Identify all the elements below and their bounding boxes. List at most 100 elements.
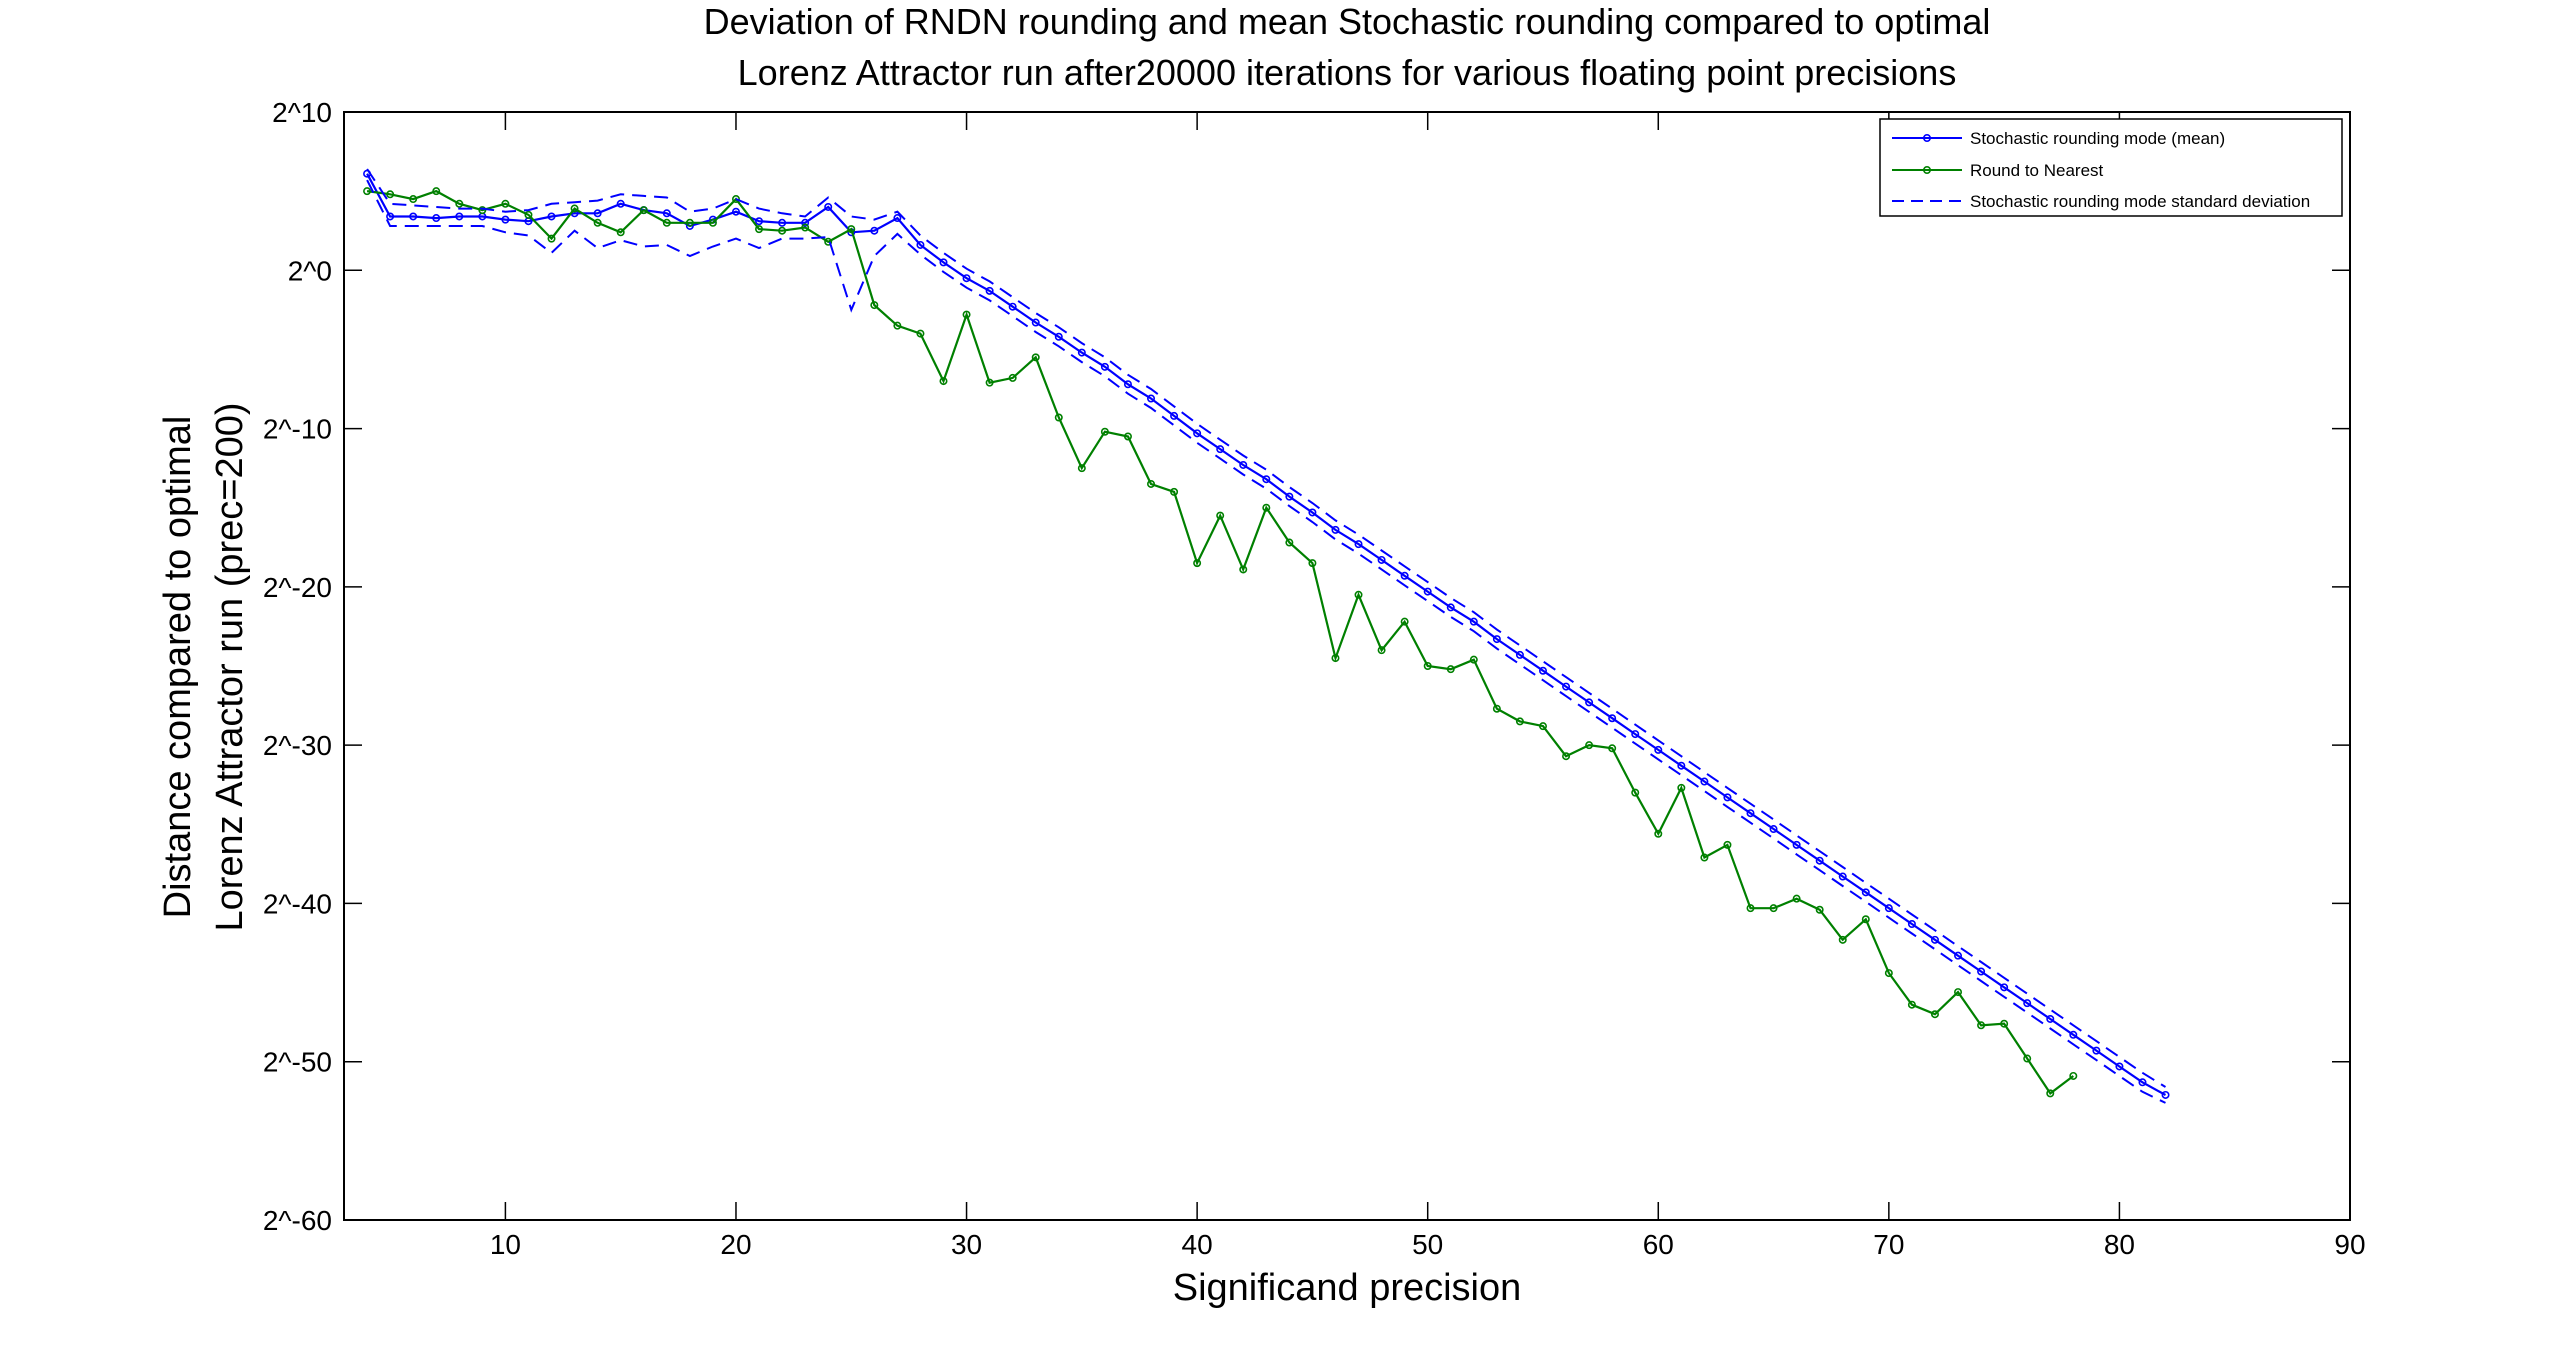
series-round-to-nearest-point xyxy=(1769,904,1778,913)
series-stochastic-mean-point xyxy=(1884,904,1893,913)
series-round-to-nearest-point xyxy=(1654,829,1663,838)
series-stochastic-mean-point xyxy=(824,202,833,211)
series-round-to-nearest-point xyxy=(824,237,833,246)
series-round-to-nearest-point xyxy=(1562,752,1571,761)
series-round-to-nearest-point xyxy=(662,218,671,227)
y-tick-label: 2^-50 xyxy=(263,1047,332,1078)
series-stochastic-mean-point xyxy=(1861,888,1870,897)
series-round-to-nearest-point xyxy=(801,223,810,232)
series-stochastic-mean-point xyxy=(2023,999,2032,1008)
series-stochastic-mean-point xyxy=(1031,318,1040,327)
series-round-to-nearest-point xyxy=(616,228,625,237)
series-stochastic-mean-point xyxy=(1608,714,1617,723)
series-stochastic-mean-point xyxy=(1400,571,1409,580)
chart-title-line-2: Lorenz Attractor run after20000 iteratio… xyxy=(738,52,1957,93)
series-round-to-nearest-point xyxy=(1193,559,1202,568)
series-round-to-nearest-point xyxy=(1285,538,1294,547)
series-stochastic-mean-point xyxy=(501,215,510,224)
series-stochastic-mean-point xyxy=(962,274,971,283)
x-tick-label: 50 xyxy=(1412,1229,1443,1260)
series-round-to-nearest-point xyxy=(1492,704,1501,713)
series-stochastic-mean-line xyxy=(366,173,2167,1096)
series-round-to-nearest-point xyxy=(870,301,879,310)
series-stochastic-mean-point xyxy=(1538,666,1547,675)
legend-marker xyxy=(1923,166,1932,175)
series-round-to-nearest-point xyxy=(1585,741,1594,750)
series-stochastic-mean-point xyxy=(662,209,671,218)
series-round-to-nearest-point xyxy=(363,187,372,196)
series-round-to-nearest-point xyxy=(1008,373,1017,382)
series-stochastic-mean-point xyxy=(1123,380,1132,389)
series-stochastic-mean-point xyxy=(1954,951,1963,960)
series-stochastic-mean-point xyxy=(1054,332,1063,341)
plot-area xyxy=(343,111,2351,1221)
series-round-to-nearest-point xyxy=(1677,783,1686,792)
series-stochastic-mean-point xyxy=(1147,394,1156,403)
series-round-to-nearest-point xyxy=(432,187,441,196)
series-stochastic-mean-point xyxy=(2115,1062,2124,1071)
series-stochastic-mean-point xyxy=(893,214,902,223)
series-stochastic-mean-point xyxy=(1193,429,1202,438)
series-round-to-nearest-point xyxy=(755,225,764,234)
legend-entry: Stochastic rounding mode (mean) xyxy=(1970,129,2225,148)
legend-box xyxy=(1879,118,2343,217)
series-stochastic-mean-point xyxy=(1423,587,1432,596)
series-stochastic-mean-point xyxy=(1377,555,1386,564)
series-round-to-nearest-point xyxy=(1147,479,1156,488)
series-round-to-nearest-point xyxy=(962,310,971,319)
series-round-to-nearest-point xyxy=(1216,511,1225,520)
series-stochastic-mean-point xyxy=(1100,362,1109,371)
series-stochastic-mean-point xyxy=(731,207,740,216)
series-round-to-nearest-point xyxy=(1746,904,1755,913)
series-round-to-nearest-point xyxy=(1446,665,1455,674)
series-stochastic-mean-point xyxy=(1746,809,1755,818)
series-stochastic-mean-point xyxy=(432,214,441,223)
x-tick-label: 20 xyxy=(720,1229,751,1260)
series-round-to-nearest-point xyxy=(409,195,418,204)
series-round-to-nearest-point xyxy=(939,377,948,386)
series-stochastic-mean-point xyxy=(1285,492,1294,501)
series-stochastic-mean-point xyxy=(2000,983,2009,992)
y-tick-label: 2^-20 xyxy=(263,572,332,603)
series-round-to-nearest-point xyxy=(1838,935,1847,944)
series-stochastic-mean-point xyxy=(1008,302,1017,311)
series-round-to-nearest-point xyxy=(1354,590,1363,599)
series-stochastic-mean-point xyxy=(2161,1090,2170,1099)
series-round-to-nearest-point xyxy=(570,204,579,213)
series-stochastic-mean-point xyxy=(1446,603,1455,612)
y-axis: 2^10 2^0 2^-10 2^-20 2^-30 2^-40 2^-50 2^-60 xyxy=(263,97,2350,1236)
series-stochastic-mean-point xyxy=(939,258,948,267)
x-tick-label: 30 xyxy=(951,1229,982,1260)
series-round-to-nearest-point xyxy=(1054,413,1063,422)
series-round-to-nearest-point xyxy=(708,218,717,227)
series-round-to-nearest-point xyxy=(547,234,556,243)
series-stochastic-mean-point xyxy=(2138,1078,2147,1087)
series-stochastic-mean-point xyxy=(985,286,994,295)
series-stochastic-mean-point xyxy=(593,209,602,218)
y-tick-label: 2^-30 xyxy=(263,730,332,761)
series-stochastic-mean-point xyxy=(1838,872,1847,881)
x-axis: 10 20 30 40 50 60 70 80 90 xyxy=(490,112,2366,1260)
series-round-to-nearest-point xyxy=(1700,853,1709,862)
series-stochastic-mean-point xyxy=(1977,967,1986,976)
series-stochastic-mean-point xyxy=(778,218,787,227)
series-stochastic-mean-point xyxy=(1930,935,1939,944)
series-stochastic-mean-point xyxy=(2046,1014,2055,1023)
series-round-to-nearest-point xyxy=(1469,655,1478,664)
series-round-to-nearest-point xyxy=(1930,1010,1939,1019)
series-round-to-nearest-point xyxy=(1031,353,1040,362)
series-round-to-nearest-point xyxy=(1423,661,1432,670)
series-stochastic-mean-point xyxy=(2069,1030,2078,1039)
series-round-to-nearest-point xyxy=(1792,894,1801,903)
series-round-to-nearest-point xyxy=(593,218,602,227)
y-tick-label: 2^-60 xyxy=(263,1205,332,1236)
series-round-to-nearest-point xyxy=(501,199,510,208)
series-stochastic-mean-point xyxy=(455,212,464,221)
series-std-upper-line xyxy=(366,168,2167,1088)
series-round-to-nearest-point xyxy=(1239,565,1248,574)
series-round-to-nearest-point xyxy=(1631,788,1640,797)
series-round-to-nearest-point xyxy=(1077,464,1086,473)
series-layer xyxy=(363,168,2170,1104)
series-round-to-nearest-point xyxy=(685,218,694,227)
